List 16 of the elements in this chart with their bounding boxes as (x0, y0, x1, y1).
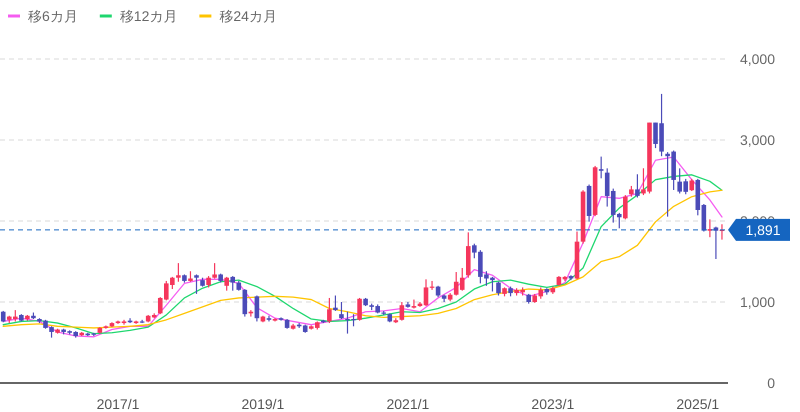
legend-label: 移12カ月 (120, 8, 178, 24)
legend-label: 移24カ月 (219, 8, 277, 24)
y-tick-label: 4,000 (740, 51, 776, 67)
x-tick-label: 2019/1 (242, 396, 285, 412)
x-tick-label: 2023/1 (531, 396, 574, 412)
legend-item: 移24カ月 (199, 8, 277, 24)
legend-label: 移6カ月 (28, 8, 78, 24)
y-tick-label: 3,000 (740, 132, 776, 148)
legend-item: 移6カ月 (8, 8, 78, 24)
x-tick-label: 2017/1 (96, 396, 140, 412)
x-tick-label: 2021/1 (386, 396, 430, 412)
legend-item: 移12カ月 (100, 8, 178, 24)
ref-line-label: 1,891 (745, 222, 781, 238)
y-tick-label: 1,000 (740, 294, 776, 310)
y-tick-label: 0 (767, 375, 776, 391)
x-tick-label: 2025/1 (676, 396, 720, 412)
